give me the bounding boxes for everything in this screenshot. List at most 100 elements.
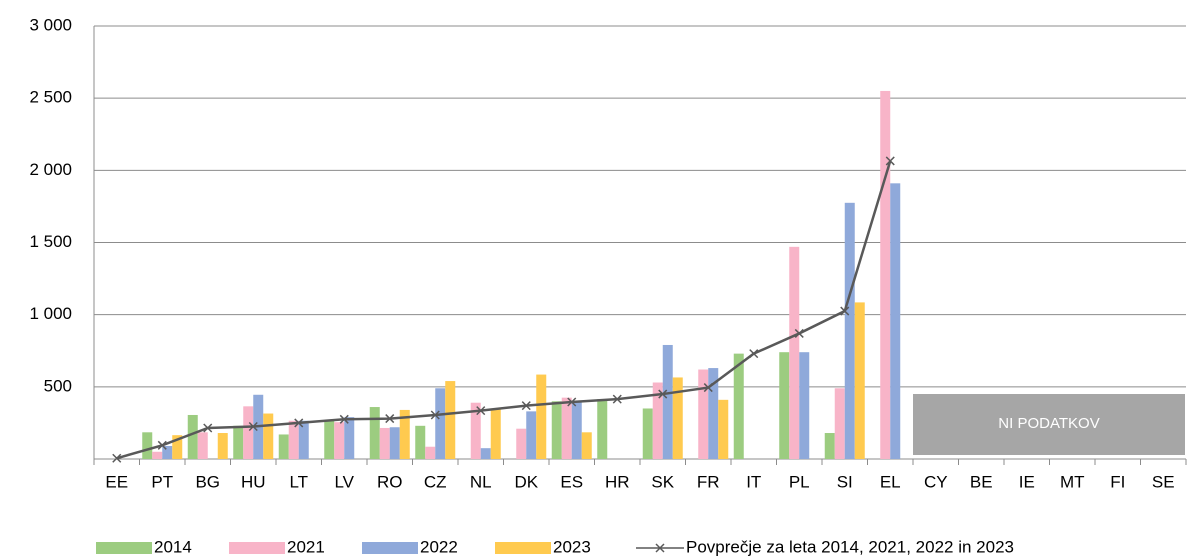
bar — [698, 369, 709, 459]
average-marker — [112, 453, 122, 463]
bar — [399, 409, 410, 459]
x-tick-label: CY — [924, 472, 948, 491]
y-tick-label: 2 500 — [29, 88, 72, 107]
bar — [880, 90, 891, 459]
bar — [824, 433, 835, 459]
bar — [561, 397, 572, 459]
x-tick-label: SK — [651, 472, 674, 491]
legend-label: Povprečje za leta 2014, 2021, 2022 in 20… — [686, 537, 1014, 556]
bar — [597, 399, 608, 459]
bar — [526, 411, 537, 459]
x-tick-label: HU — [241, 472, 266, 491]
bar — [799, 352, 810, 459]
bar — [172, 435, 183, 459]
y-tick-label: 1 500 — [29, 232, 72, 251]
x-tick-label: BE — [970, 472, 993, 491]
bar — [288, 420, 299, 459]
x-tick-label: BG — [195, 472, 220, 491]
bar — [708, 368, 719, 459]
average-marker — [248, 421, 258, 432]
average-marker — [794, 328, 804, 338]
bar — [162, 446, 173, 459]
average-marker — [521, 401, 531, 411]
bar — [152, 451, 163, 459]
bar — [470, 402, 481, 459]
average-marker — [203, 423, 213, 433]
x-tick-label: HR — [605, 472, 630, 491]
x-tick-label: FI — [1110, 472, 1125, 491]
x-tick-label: SI — [837, 472, 853, 491]
average-marker — [567, 397, 577, 407]
bar — [415, 425, 426, 459]
bar — [233, 425, 244, 459]
x-tick-label: CZ — [424, 472, 447, 491]
bar — [480, 448, 491, 459]
bar — [642, 408, 653, 459]
average-marker — [885, 156, 895, 166]
x-tick-label: IE — [1019, 472, 1035, 491]
y-tick-label: 3 000 — [29, 15, 72, 34]
x-tick-label: RO — [377, 472, 403, 491]
bar — [789, 246, 800, 459]
average-marker — [703, 383, 713, 393]
no-data-box — [913, 394, 1185, 455]
x-tick-label: LT — [289, 472, 308, 491]
x-tick-label: LV — [334, 472, 354, 491]
average-marker — [157, 440, 167, 450]
x-tick-label: EE — [105, 472, 128, 491]
bar — [379, 427, 390, 459]
bar — [243, 406, 254, 459]
bar — [187, 414, 198, 459]
average-marker — [658, 389, 668, 399]
bar — [571, 401, 582, 459]
y-tick-label: 1 000 — [29, 304, 72, 323]
x-tick-label: PL — [789, 472, 810, 491]
bar — [435, 388, 446, 459]
bar — [278, 434, 289, 459]
bar — [516, 428, 527, 459]
bar — [844, 202, 855, 459]
y-tick-label: 500 — [44, 376, 72, 395]
legend-label: 2021 — [287, 537, 325, 556]
bar — [779, 352, 790, 459]
bar — [652, 382, 663, 459]
legend-swatch — [229, 542, 285, 554]
legend-swatch — [362, 542, 418, 554]
bar — [536, 374, 547, 459]
bar — [298, 420, 309, 459]
bar — [672, 377, 683, 459]
legend-label: 2023 — [553, 537, 591, 556]
x-tick-label: PT — [151, 472, 173, 491]
x-tick-label: FR — [697, 472, 720, 491]
bar — [263, 413, 274, 459]
average-marker — [385, 414, 395, 424]
legend-swatch — [495, 542, 551, 554]
bar — [551, 401, 562, 459]
bar — [854, 302, 865, 459]
bar — [389, 427, 400, 459]
bar — [733, 353, 744, 459]
bar — [425, 446, 436, 459]
bar — [324, 420, 335, 459]
y-tick-label: 2 000 — [29, 160, 72, 179]
average-line — [116, 160, 892, 460]
legend-swatch — [96, 542, 152, 554]
average-marker — [840, 306, 850, 316]
x-tick-label: ES — [560, 472, 583, 491]
average-marker — [749, 349, 759, 359]
bar — [662, 344, 673, 459]
bar — [445, 381, 456, 459]
x-tick-label: DK — [514, 472, 538, 491]
bar — [890, 183, 901, 459]
bar — [334, 422, 345, 459]
average-marker — [430, 410, 440, 420]
bar — [217, 433, 228, 459]
legend-label: 2022 — [420, 537, 458, 556]
x-tick-label: SE — [1152, 472, 1175, 491]
x-tick-label: MT — [1060, 472, 1085, 491]
x-tick-label: EL — [880, 472, 901, 491]
average-marker — [476, 406, 486, 416]
bar — [581, 432, 592, 459]
bar — [369, 407, 380, 459]
bar — [142, 432, 153, 459]
